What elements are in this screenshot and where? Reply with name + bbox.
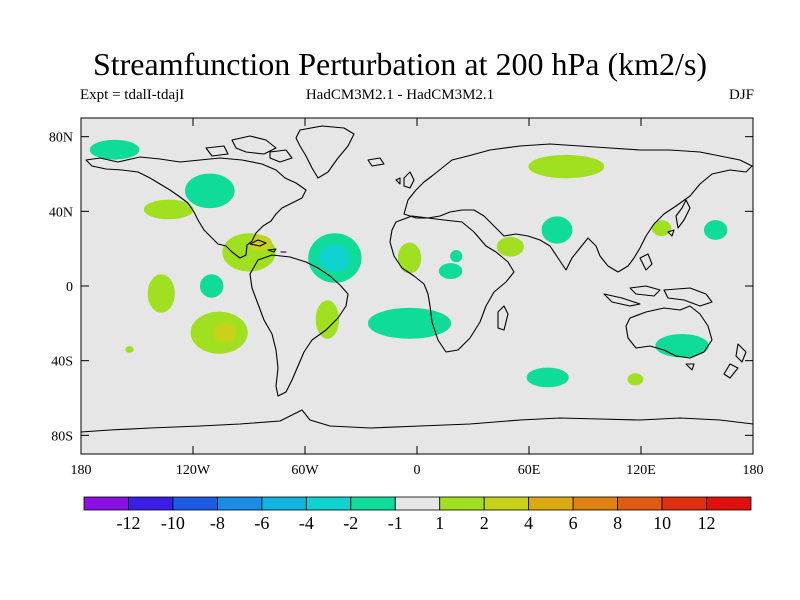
y-tick-label-3: 40S <box>51 355 73 370</box>
y-tick-label-0: 80N <box>49 131 73 146</box>
colorbar: -12 -10 -8 -6 -4 -2 -1 1 2 4 6 8 10 12 <box>83 496 752 533</box>
map-axes: 180 120W 60W 0 60E 120E 180 80N 40N 0 40S 80S <box>49 118 764 478</box>
anomaly-blob-20 <box>651 220 672 237</box>
coastline-caribbean <box>249 239 287 253</box>
anomaly-blob-24 <box>627 373 644 386</box>
y-tick-label-4: 80S <box>51 429 73 444</box>
coastline-south-america <box>249 254 349 397</box>
colorbar-box-2 <box>172 496 218 511</box>
experiment-label: Expt = tdalI-tdajI <box>80 87 185 103</box>
colorbar-label-10: 6 <box>569 513 578 533</box>
coastline-australia <box>625 305 713 359</box>
anomaly-blob-12 <box>125 346 134 353</box>
coastline-new-zealand <box>723 343 747 379</box>
anomaly-blob-21 <box>703 220 728 240</box>
colorbar-label-7: 1 <box>435 513 444 533</box>
colorbar-label-4: -4 <box>299 513 314 533</box>
colorbar-label-1: -10 <box>161 513 185 533</box>
colorbar-box-7 <box>394 496 441 511</box>
coastline-antarctica <box>81 409 753 433</box>
anomaly-blob-17 <box>496 236 524 257</box>
model-label: HadCM3M2.1 - HadCM3M2.1 <box>305 87 495 103</box>
colorbar-label-5: -2 <box>343 513 358 533</box>
season-label: DJF <box>728 87 754 103</box>
x-tick-label-6: 180 <box>743 463 764 478</box>
coastline-africa <box>389 215 515 353</box>
colorbar-label-0: -12 <box>116 513 140 533</box>
anomaly-blob-13 <box>315 300 340 339</box>
colorbar-box-13 <box>661 496 707 511</box>
y-tick-label-1: 40N <box>49 205 73 220</box>
colorbar-box-5 <box>305 496 352 511</box>
coastline-british-isles <box>395 171 415 189</box>
anomaly-blob-15 <box>438 263 463 280</box>
anomaly-blob-6 <box>319 244 351 272</box>
map-background <box>81 118 753 454</box>
anomaly-blob-22 <box>526 367 569 388</box>
anomaly-blob-1 <box>185 173 235 209</box>
x-tick-label-2: 60W <box>291 463 319 478</box>
coastline-eurasia <box>403 143 753 273</box>
anomaly-blob-16 <box>450 250 463 263</box>
x-tick-label-0: 180 <box>71 463 92 478</box>
coastline-madagascar <box>497 305 509 331</box>
colorbar-label-8: 2 <box>480 513 489 533</box>
colorbar-label-13: 12 <box>698 513 716 533</box>
y-tick-label-2: 0 <box>66 280 73 295</box>
page-title: Streamfunction Perturbation at 200 hPa (… <box>92 46 708 82</box>
colorbar-box-14 <box>706 496 752 511</box>
anomaly-blob-18 <box>528 154 605 179</box>
coastline-greenland <box>295 125 355 179</box>
colorbar-box-4 <box>261 496 307 511</box>
colorbar-box-9 <box>483 496 530 511</box>
coastline-southeast-asia-islands <box>603 253 713 307</box>
colorbar-label-9: 4 <box>524 513 533 533</box>
anomaly-blob-14 <box>367 307 452 339</box>
colorbar-box-1 <box>128 496 174 511</box>
colorbar-label-11: 8 <box>613 513 622 533</box>
colorbar-label-2: -8 <box>210 513 225 533</box>
coastline-arctic-islands <box>205 135 293 163</box>
coastline-north-america <box>85 156 307 259</box>
coastline-tasmania <box>685 363 695 371</box>
colorbar-box-0 <box>83 496 129 511</box>
colorbar-box-11 <box>572 496 619 511</box>
x-tick-label-3: 0 <box>414 463 421 478</box>
coastlines <box>81 125 753 433</box>
colorbar-label-3: -6 <box>254 513 269 533</box>
colorbar-box-3 <box>216 496 263 511</box>
x-tick-label-1: 120W <box>176 463 211 478</box>
coastline-japan <box>667 199 691 237</box>
anomaly-blob-2 <box>143 199 194 220</box>
anomaly-blob-0 <box>89 139 140 160</box>
x-tick-label-5: 120E <box>626 463 656 478</box>
colorbar-label-6: -1 <box>388 513 403 533</box>
colorbar-box-6 <box>350 496 396 511</box>
coastline-iceland <box>367 157 385 167</box>
anomaly-blob-19 <box>541 216 573 244</box>
anomaly-blob-11 <box>213 322 237 343</box>
colorbar-box-10 <box>528 496 574 511</box>
colorbar-box-8 <box>439 496 485 511</box>
colorbar-box-12 <box>617 496 663 511</box>
colorbar-label-12: 10 <box>653 513 671 533</box>
anomaly-blob-9 <box>199 274 224 298</box>
anomaly-blob-8 <box>147 274 175 313</box>
x-tick-label-4: 60E <box>518 463 541 478</box>
anomaly-layer <box>89 139 728 388</box>
